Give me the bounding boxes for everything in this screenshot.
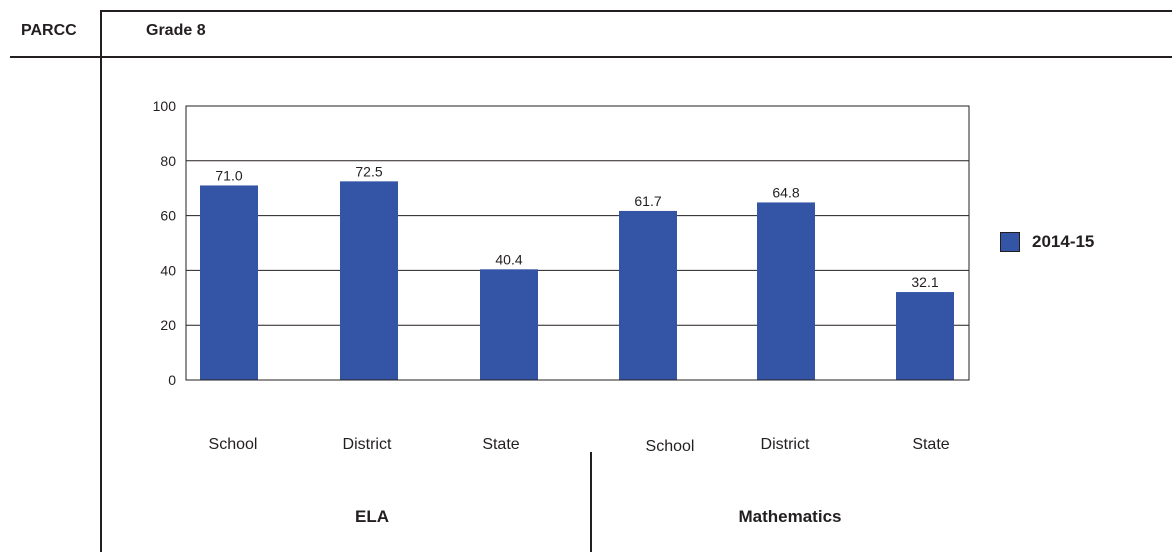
data-label-3: 61.7 xyxy=(634,193,661,209)
data-label-0: 71.0 xyxy=(215,167,242,183)
top-border xyxy=(100,10,1172,12)
y-tick-label-20: 20 xyxy=(160,317,176,333)
data-label-5: 32.1 xyxy=(911,274,938,290)
bars xyxy=(200,181,954,380)
y-tick-label-0: 0 xyxy=(168,372,176,388)
header-divider xyxy=(10,56,1172,58)
bar-3 xyxy=(619,210,677,380)
bar-4 xyxy=(757,202,815,380)
grade-label: Grade 8 xyxy=(146,22,206,39)
y-tick-label-100: 100 xyxy=(153,98,177,114)
y-tick-label-40: 40 xyxy=(160,262,176,278)
plot-frame xyxy=(185,105,970,381)
program-label: PARCC xyxy=(21,22,77,39)
y-tick-label-60: 60 xyxy=(160,208,176,224)
y-axis-ticks: 0 20 40 60 80 100 xyxy=(153,98,177,388)
group-divider xyxy=(590,452,592,552)
group-label-mathematics: Mathematics xyxy=(738,507,842,526)
data-label-1: 72.5 xyxy=(355,163,382,179)
category-label-math-school: School xyxy=(645,438,695,455)
y-tick-label-80: 80 xyxy=(160,153,176,169)
data-label-4: 64.8 xyxy=(772,184,799,200)
legend-swatch xyxy=(1000,232,1020,252)
legend: 2014-15 xyxy=(1000,232,1094,252)
left-column-divider xyxy=(100,10,102,552)
category-label-ela-school: School xyxy=(208,436,258,453)
data-labels: 71.0 72.5 40.4 61.7 64.8 32.1 xyxy=(215,163,938,290)
category-label-math-district: District xyxy=(760,436,810,453)
bar-0 xyxy=(200,185,258,380)
bar-5 xyxy=(896,292,954,380)
legend-label: 2014-15 xyxy=(1032,232,1095,251)
data-label-2: 40.4 xyxy=(495,251,522,267)
bar-2 xyxy=(480,269,538,380)
category-label-math-state: State xyxy=(912,436,950,453)
group-label-ela: ELA xyxy=(355,507,389,526)
category-label-ela-state: State xyxy=(482,436,520,453)
category-label-ela-district: District xyxy=(342,436,392,453)
grid-lines xyxy=(186,160,969,326)
bar-1 xyxy=(340,181,398,380)
